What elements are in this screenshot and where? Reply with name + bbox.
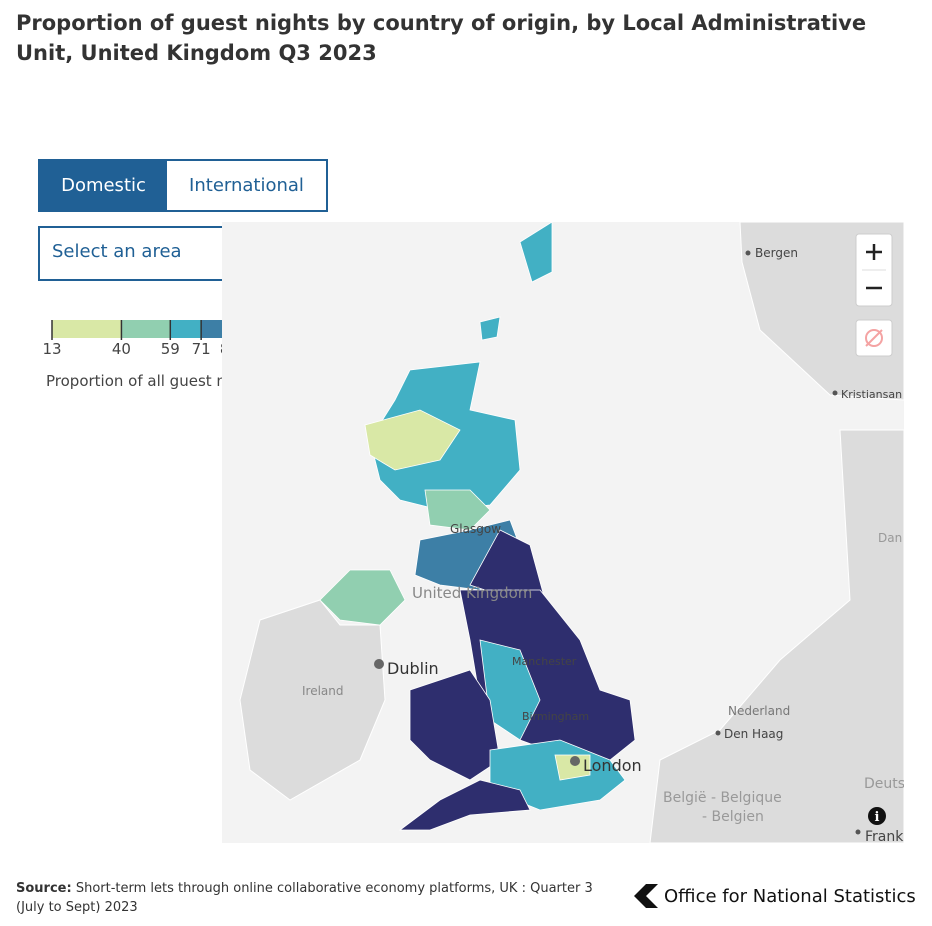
source-text: Short-term lets through online collabora… (16, 881, 593, 915)
legend-tick-label: 59 (161, 340, 180, 358)
place-label: Dan (878, 531, 902, 545)
place-label: - Belgien (702, 809, 764, 825)
source-label: Source: (16, 881, 72, 896)
tab-domestic[interactable]: Domestic (38, 159, 169, 212)
place-label: United Kingdom (412, 584, 532, 602)
legend-tick-label: 13 (42, 340, 61, 358)
region (319, 569, 406, 626)
legend-bin (121, 320, 171, 338)
svg-text:i: i (875, 810, 880, 825)
ons-logo: Office for National Statistics (632, 882, 916, 910)
place-label: Deuts (864, 776, 904, 792)
map: Bergen Kristiansan Dan Glasgow United Ki… (222, 222, 904, 843)
continent (649, 429, 904, 843)
ireland (239, 599, 386, 801)
region (409, 669, 501, 781)
region (554, 754, 591, 781)
place-label: London (583, 756, 642, 775)
region (398, 779, 531, 831)
region (519, 222, 553, 283)
place-label: Den Haag (724, 727, 783, 741)
place-label: Glasgow (450, 522, 501, 536)
place-label: Ireland (302, 684, 344, 698)
legend-tick-label: 40 (112, 340, 131, 358)
legend-bin (52, 320, 122, 338)
region (364, 409, 461, 471)
tab-international[interactable]: International (167, 159, 328, 212)
zoom-in[interactable] (866, 244, 882, 260)
title: Proportion of guest nights by country of… (16, 11, 867, 65)
zoom-controls: i (855, 233, 893, 825)
region (479, 316, 501, 341)
place-label: Nederland (728, 704, 790, 718)
legend-tick-label: 71 (192, 340, 211, 358)
place-label: Bergen (755, 246, 798, 260)
logo-mark (634, 884, 658, 908)
region (424, 489, 491, 531)
legend-bin (170, 320, 202, 338)
place-label: Birmingham (522, 710, 589, 723)
select-placeholder: Select an area (52, 241, 182, 262)
info-icon[interactable] (868, 807, 886, 825)
source: Source: Short-term lets through online c… (16, 879, 596, 917)
place-label: Dublin (387, 659, 439, 678)
place-label: Kristiansan (841, 388, 902, 401)
place-label: Manchester (512, 655, 577, 668)
place-label: Frank (865, 829, 904, 843)
place-label: België - Belgique (663, 790, 782, 806)
legend-caption: Proportion of all guest nights (46, 372, 263, 390)
logo-text: Office for National Statistics (664, 885, 916, 907)
